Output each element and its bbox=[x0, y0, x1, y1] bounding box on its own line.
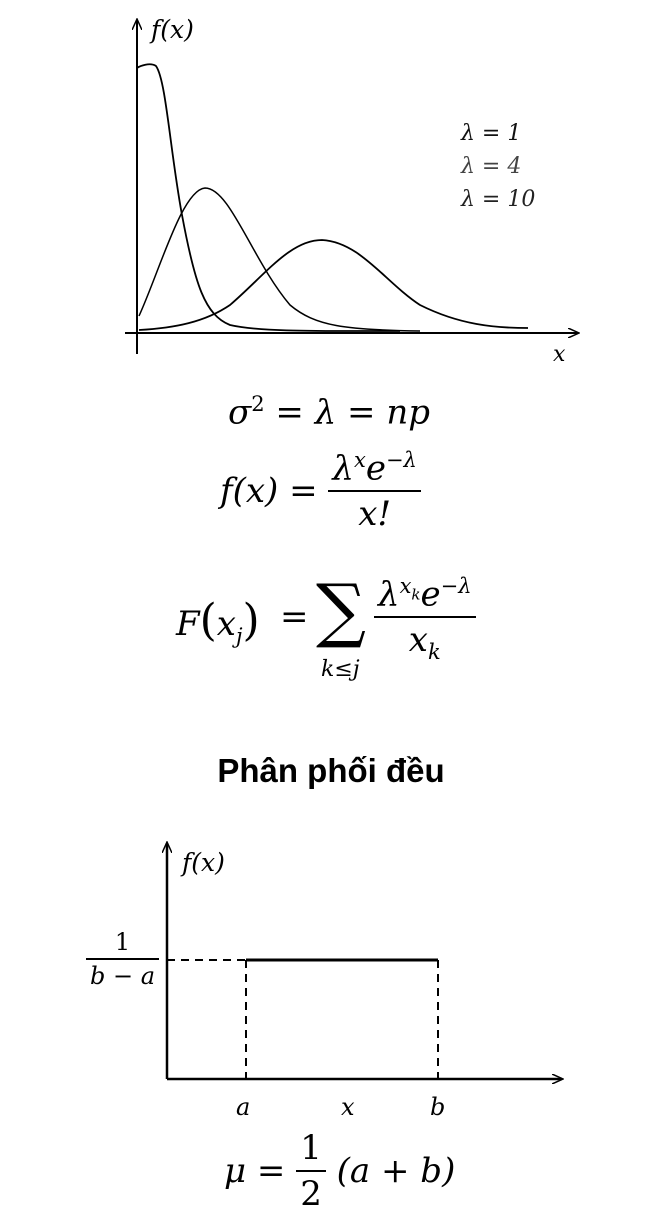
pmf-denominator: x! bbox=[358, 494, 392, 535]
legend-entry-lambda-1: λ = 1 bbox=[461, 121, 522, 146]
mean-fraction-bar bbox=[296, 1170, 326, 1172]
mean-equation: μ = 1 2 (a + b) bbox=[224, 1128, 455, 1214]
pmf-equation: f(x) = λxe−λ x! bbox=[220, 448, 421, 534]
uniform-height-bar bbox=[86, 958, 160, 960]
pmf-fraction-bar bbox=[328, 490, 421, 493]
sigma-subscript: k≤j bbox=[321, 657, 360, 682]
legend-entry-lambda-4: λ = 4 bbox=[461, 154, 522, 179]
poisson-curve-lambda-1 bbox=[136, 63, 401, 332]
uniform-y-axis-label: f(x) bbox=[182, 848, 225, 877]
mean-numerator: 1 bbox=[300, 1128, 322, 1168]
variance-sigma: σ bbox=[228, 392, 252, 433]
poisson-curve-lambda-4 bbox=[138, 187, 421, 332]
mean-lhs: μ = bbox=[224, 1151, 286, 1191]
cdf-denominator: xk bbox=[408, 620, 441, 665]
pmf-lhs: f(x) = bbox=[220, 471, 318, 512]
poisson-curve-lambda-10 bbox=[138, 239, 529, 331]
cdf-equals: = bbox=[280, 597, 309, 637]
mean-rhs: (a + b) bbox=[336, 1151, 456, 1191]
cdf-lhs: F(xj) bbox=[176, 595, 260, 648]
poisson-x-axis-label: x bbox=[553, 342, 566, 367]
poisson-chart bbox=[125, 0, 662, 354]
section-title: Phân phối đều bbox=[217, 752, 445, 789]
pmf-fraction: λxe−λ x! bbox=[328, 448, 421, 535]
pmf-numerator: λxe−λ bbox=[332, 448, 417, 489]
variance-rest: = λ = np bbox=[264, 392, 431, 433]
uniform-height-numerator: 1 bbox=[114, 928, 131, 956]
legend-entry-lambda-10: λ = 10 bbox=[461, 187, 536, 212]
uniform-x-label-a: a bbox=[236, 1093, 251, 1121]
uniform-x-label-b: b bbox=[430, 1093, 446, 1121]
uniform-height-denominator: b − a bbox=[90, 962, 156, 990]
variance-exponent: 2 bbox=[251, 392, 265, 416]
variance-equation: σ2 = λ = np bbox=[228, 392, 430, 432]
poisson-legend: λ = 1 λ = 4 λ = 10 bbox=[461, 117, 535, 216]
mean-denominator: 2 bbox=[300, 1174, 322, 1214]
poisson-y-axis-label: f(x) bbox=[151, 15, 194, 44]
mean-fraction: 1 2 bbox=[296, 1128, 326, 1214]
cdf-fraction: λxke−λ xk bbox=[374, 567, 476, 664]
cdf-fraction-bar bbox=[374, 616, 476, 619]
uniform-x-label-x: x bbox=[341, 1093, 355, 1121]
sigma-symbol: ∑ bbox=[316, 569, 366, 651]
cdf-numerator: λxke−λ bbox=[378, 574, 472, 615]
uniform-height-fraction: 1 b − a bbox=[86, 928, 160, 990]
